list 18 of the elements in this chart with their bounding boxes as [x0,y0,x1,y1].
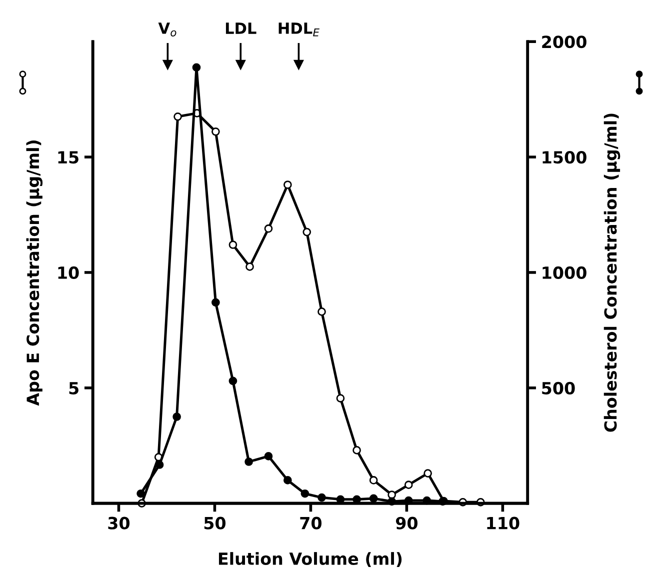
x-tick-label: 90 [396,516,418,530]
y2-tick-label: 1500 [542,150,586,164]
y-axis-title: Apo E Concentration (µg/ml) [26,140,43,406]
y2-tick-label: 1000 [542,266,586,280]
y2-tick-label: 2000 [542,36,586,48]
y-tick-label: 5 [69,382,78,394]
y-tick-label: 15 [58,151,78,164]
x-tick-label: 110 [487,516,520,530]
ref-line-label: LDL [226,22,256,34]
y2-axis-title: Cholesterol Concentration (µg/ml) [604,114,620,432]
ref-line-label: HDL$_{E}$ [278,22,320,36]
x-tick-label: 50 [204,516,226,530]
y2-tick-label: 500 [542,382,575,394]
x-axis-title: Elution Volume (ml) [218,552,402,567]
x-tick-label: 30 [108,516,130,530]
y-tick-label: 10 [58,266,79,280]
x-tick-label: 70 [300,516,322,530]
ref-line-label: V$_{o}$ [158,22,176,36]
